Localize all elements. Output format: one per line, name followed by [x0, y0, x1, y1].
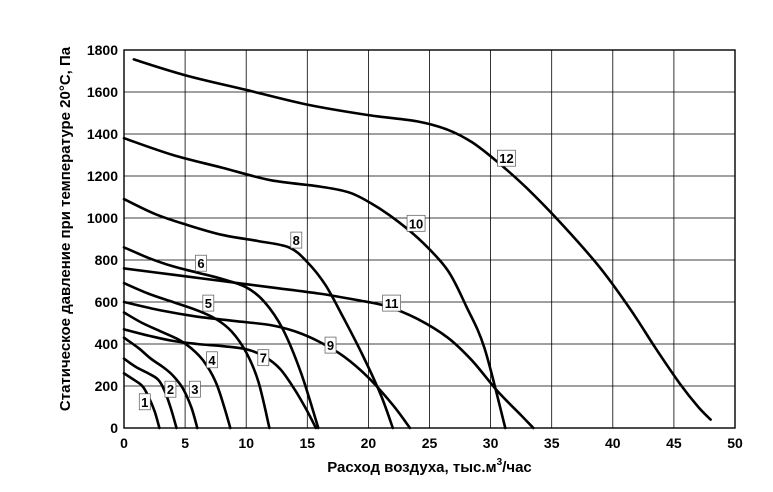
- curve-label-text-5: 5: [205, 296, 212, 311]
- curve-label-box-11: [382, 294, 401, 312]
- curve-label-box-3: [189, 380, 201, 398]
- y-tick-labels: 0 200 400 600 800 1000 1200 1400 1600 1800: [87, 42, 118, 436]
- curve-label-box-6: [195, 254, 207, 272]
- x-tick-45: 45: [666, 435, 682, 451]
- curve-label-11: 11: [382, 294, 401, 312]
- x-tick-50: 50: [727, 435, 743, 451]
- x-tick-15: 15: [300, 435, 316, 451]
- curve-label-8: 8: [290, 231, 303, 249]
- x-tick-40: 40: [605, 435, 621, 451]
- y-axis-title: Статическое давление при температуре 20°…: [57, 46, 74, 411]
- curve-label-6: 6: [195, 254, 207, 272]
- curve-10: [122, 136, 507, 430]
- y-tick-800: 800: [95, 252, 119, 268]
- curve-label-box-10: [406, 214, 426, 232]
- y-tick-1600: 1600: [87, 84, 118, 100]
- curve-8: [122, 197, 395, 430]
- curve-label-box-12: [497, 149, 516, 167]
- curve-2: [122, 357, 178, 430]
- curve-label-12: 12: [497, 149, 516, 167]
- curve-label-box-7: [257, 349, 270, 367]
- x-axis-title: Расход воздуха, тыс.м3/час: [327, 457, 532, 476]
- y-tick-1800: 1800: [87, 42, 118, 58]
- curve-label-box-5: [202, 294, 215, 312]
- y-tick-1400: 1400: [87, 126, 118, 142]
- curve-label-text-10: 10: [409, 216, 423, 231]
- curve-label-text-6: 6: [197, 256, 204, 271]
- curve-label-box-9: [324, 336, 337, 354]
- curve-label-5: 5: [202, 294, 215, 312]
- x-tick-20: 20: [361, 435, 377, 451]
- curve-9: [122, 300, 412, 430]
- x-axis-title-superscript: 3: [497, 457, 503, 468]
- curve-label-text-12: 12: [499, 151, 513, 166]
- curve-label-1: 1: [138, 393, 151, 411]
- x-tick-35: 35: [544, 435, 560, 451]
- curve-label-9: 9: [324, 336, 337, 354]
- curve-1: [122, 372, 161, 430]
- x-tick-labels: 0 5 10 15 20 25 30 35 40 45 50: [120, 435, 743, 451]
- y-tick-0: 0: [110, 420, 118, 436]
- curve-label-10: 10: [406, 214, 426, 232]
- x-tick-30: 30: [483, 435, 499, 451]
- x-axis-title-tail: /час: [502, 459, 532, 476]
- y-tick-600: 600: [95, 294, 119, 310]
- curve-7: [122, 328, 318, 430]
- curve-label-text-9: 9: [327, 338, 334, 353]
- curve-label-text-1: 1: [141, 395, 148, 410]
- curve-label-box-8: [290, 231, 303, 249]
- y-tick-400: 400: [95, 336, 119, 352]
- curve-label-4: 4: [206, 351, 218, 369]
- curve-4: [122, 311, 232, 430]
- y-tick-1000: 1000: [87, 210, 118, 226]
- grid-lines: [123, 49, 736, 429]
- x-tick-5: 5: [181, 435, 189, 451]
- curve-label-text-3: 3: [191, 382, 198, 397]
- fan-curves: [122, 58, 712, 430]
- curve-3: [122, 336, 199, 430]
- curve-label-box-1: [138, 393, 151, 411]
- curve-label-text-11: 11: [385, 296, 399, 311]
- x-axis-title-main: Расход воздуха, тыс.м: [327, 459, 496, 476]
- curve-label-text-2: 2: [167, 382, 174, 397]
- curve-label-2: 2: [164, 380, 177, 398]
- x-tick-0: 0: [120, 435, 128, 451]
- curve-label-text-7: 7: [260, 351, 267, 366]
- curve-label-text-8: 8: [293, 233, 300, 248]
- curve-label-box-4: [206, 351, 218, 369]
- curve-label-7: 7: [257, 349, 270, 367]
- x-tick-25: 25: [422, 435, 438, 451]
- curve-label-box-2: [164, 380, 177, 398]
- plot-frame: [123, 49, 736, 429]
- y-tick-200: 200: [95, 378, 119, 394]
- curve-label-3: 3: [189, 380, 201, 398]
- curve-label-text-4: 4: [208, 353, 216, 368]
- curve-12: [132, 58, 712, 421]
- y-tick-1200: 1200: [87, 168, 118, 184]
- x-tick-10: 10: [238, 435, 254, 451]
